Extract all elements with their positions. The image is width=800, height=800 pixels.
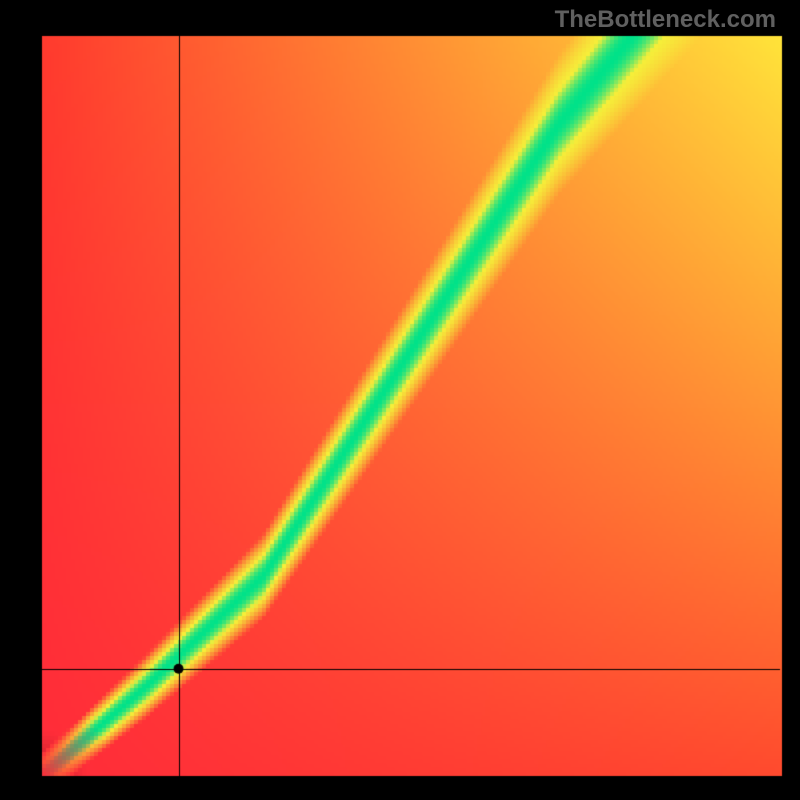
chart-stage: TheBottleneck.com bbox=[0, 0, 800, 800]
attribution-text: TheBottleneck.com bbox=[555, 6, 776, 34]
bottleneck-heatmap bbox=[0, 0, 800, 800]
